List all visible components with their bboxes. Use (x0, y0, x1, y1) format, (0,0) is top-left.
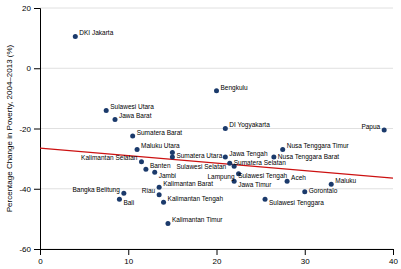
y-tick-mark (34, 249, 40, 250)
point (263, 197, 268, 202)
point-label: Jawa Barat (119, 112, 152, 119)
point-label: Sulawesi Tenggara (269, 199, 324, 207)
point-label: Sumatera Barat (137, 129, 183, 136)
y-tick-mark (34, 129, 40, 130)
x-tick: 20 (213, 249, 222, 266)
point-label: Sulawesi Tengah (238, 172, 287, 180)
point-label: Sulawesi Selatan (176, 163, 226, 170)
y-tick-label: -60 (19, 245, 31, 254)
y-axis: -60 -40 -20 0 20 (19, 4, 40, 254)
point-label: Kalimantan Tengah (168, 195, 224, 203)
point-label: Papua (361, 123, 380, 131)
point (170, 155, 175, 160)
x-axis: 0 10 20 30 40 (38, 249, 398, 266)
point (285, 179, 290, 184)
y-tick-label: 0 (27, 64, 32, 73)
point-label: Aceh (291, 174, 306, 181)
point (214, 88, 219, 93)
x-tick-mark (128, 249, 129, 255)
x-tick-label: 10 (124, 257, 133, 266)
point (280, 147, 285, 152)
point (170, 150, 175, 155)
grid-line (40, 8, 393, 9)
point (104, 108, 109, 113)
grid (40, 8, 393, 249)
point (139, 159, 144, 164)
point-label: Bengkulu (221, 84, 248, 92)
y-tick-mark (34, 68, 40, 69)
point (302, 189, 307, 194)
point (130, 134, 135, 139)
y-tick-label: -40 (19, 185, 31, 194)
point (152, 170, 157, 175)
plot: 0 10 20 30 40 -60 -40 -20 0 20 DKI Jakarta Sulawesi… (19, 4, 398, 266)
point-label: Kalimantan Selatan (81, 154, 138, 161)
point-labels: DKI Jakarta Sulawesi Utara Jawa Barat Sumat… (72, 29, 380, 223)
point-label: Nusa Tenggara Timur (287, 142, 350, 150)
point-label: Bangka Belitung (72, 186, 120, 194)
point (223, 126, 228, 131)
x-tick-mark (393, 249, 394, 255)
point (165, 221, 170, 226)
x-tick: 40 (389, 249, 398, 266)
y-axis-line (34, 9, 41, 250)
point-label: Kalimantan Barat (163, 180, 213, 187)
point (329, 182, 334, 187)
point-label: Lampung (207, 173, 234, 181)
y-tick: -20 (19, 125, 40, 134)
point (121, 191, 126, 196)
y-tick: -40 (19, 185, 40, 194)
point (157, 185, 162, 190)
point (227, 161, 232, 166)
point-label: Nusa Tenggara Barat (278, 153, 340, 161)
point (157, 192, 162, 197)
grid-line (40, 68, 393, 69)
y-tick-mark (34, 8, 40, 9)
x-tick: 10 (124, 249, 133, 266)
point-label: Maluku (335, 177, 356, 184)
y-tick-mark (34, 189, 40, 190)
point (161, 200, 166, 205)
y-tick: -60 (19, 245, 40, 254)
x-tick: 0 (38, 249, 43, 266)
point-label: Bali (123, 199, 134, 206)
y-axis-title: Percentage Change in Poverty, 2004–2013 … (5, 44, 14, 212)
point-label: Gorontalo (309, 187, 338, 194)
point-label: Banten (150, 162, 171, 169)
x-tick-label: 20 (213, 257, 222, 266)
point (382, 128, 387, 133)
chart: 0 10 20 30 40 -60 -40 -20 0 20 DKI Jakarta Sulawesi… (0, 0, 401, 269)
point-label: Sumatera Selatan (234, 159, 286, 166)
x-axis-line (41, 250, 394, 256)
point (135, 147, 140, 152)
x-tick-mark (305, 249, 306, 255)
y-tick-label: -20 (19, 125, 31, 134)
point-label: Jambi (159, 172, 176, 179)
y-tick: 20 (22, 4, 40, 13)
point-label: Kalimantan Timur (172, 216, 223, 223)
x-tick-label: 30 (301, 257, 310, 266)
point (143, 167, 148, 172)
point-label: DI Yogyakarta (229, 121, 270, 129)
point-label: Jawa Tengah (229, 150, 268, 158)
x-tick-label: 40 (389, 257, 398, 266)
x-tick-label: 0 (38, 257, 43, 266)
point-label: Sumatera Utara (176, 152, 222, 159)
point-label: Riau (142, 187, 156, 194)
point (117, 197, 122, 202)
point (73, 34, 78, 39)
point (223, 155, 228, 160)
grid-line (40, 128, 393, 129)
x-tick-mark (217, 249, 218, 255)
marks (40, 34, 393, 226)
point-label: Jawa Timur (238, 181, 272, 188)
point (113, 117, 118, 122)
y-tick: 0 (27, 64, 40, 73)
x-tick: 30 (301, 249, 310, 266)
point-label: Sulawesi Utara (110, 103, 154, 110)
y-tick-label: 20 (22, 4, 31, 13)
point-label: Maluku Utara (141, 142, 180, 149)
point-label: DKI Jakarta (79, 29, 113, 36)
